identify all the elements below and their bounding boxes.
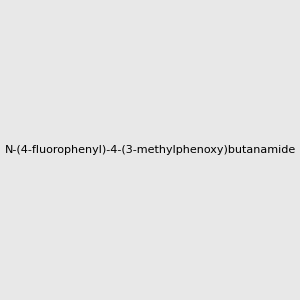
- Text: N-(4-fluorophenyl)-4-(3-methylphenoxy)butanamide: N-(4-fluorophenyl)-4-(3-methylphenoxy)bu…: [4, 145, 296, 155]
